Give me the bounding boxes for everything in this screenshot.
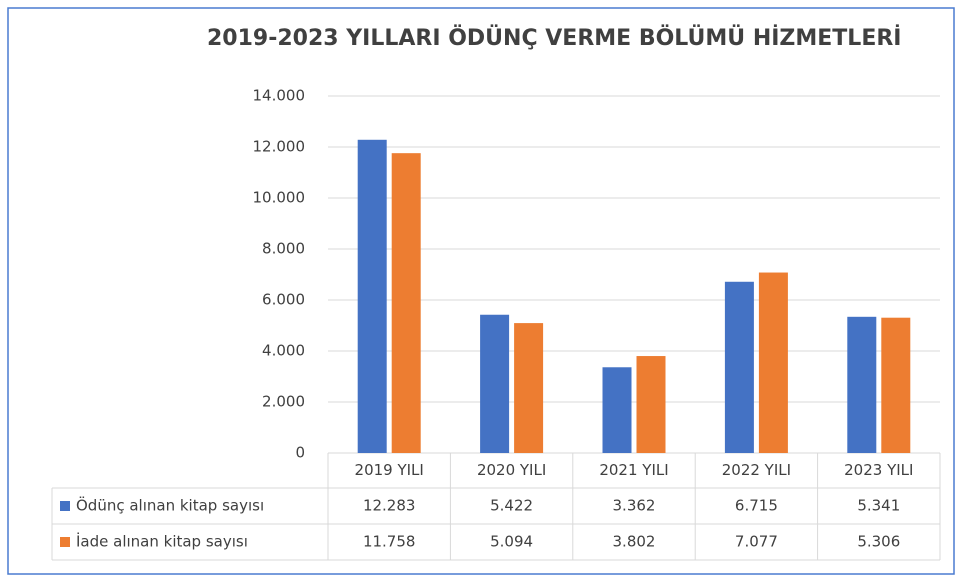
y-tick-label: 12.000 xyxy=(253,138,306,156)
x-tick-label: 2023 YILI xyxy=(844,461,913,479)
bar xyxy=(847,316,877,453)
x-tick-label: 2021 YILI xyxy=(599,461,668,479)
y-tick-label: 0 xyxy=(295,444,305,462)
y-tick-label: 8.000 xyxy=(262,240,305,258)
table-value: 5.306 xyxy=(857,533,900,551)
legend-label: Ödünç alınan kitap sayısı xyxy=(76,496,264,515)
table-value: 12.283 xyxy=(363,497,416,515)
chart-title: 2019-2023 YILLARI ÖDÜNÇ VERME BÖLÜMÜ HİZ… xyxy=(207,25,901,51)
table-value: 3.362 xyxy=(613,497,656,515)
chart-border xyxy=(7,7,955,575)
x-tick-label: 2019 YILI xyxy=(355,461,424,479)
bar xyxy=(758,272,788,453)
x-tick-label: 2020 YILI xyxy=(477,461,546,479)
bar xyxy=(514,323,544,453)
y-tick-label: 10.000 xyxy=(253,189,306,207)
table-value: 11.758 xyxy=(363,533,416,551)
bar xyxy=(391,153,421,453)
table-value: 5.094 xyxy=(490,533,533,551)
y-tick-label: 4.000 xyxy=(262,342,305,360)
bar xyxy=(357,139,387,453)
legend-key xyxy=(60,501,70,511)
table-value: 7.077 xyxy=(735,533,778,551)
table-value: 5.341 xyxy=(857,497,900,515)
y-tick-label: 14.000 xyxy=(253,87,306,105)
y-tick-label: 2.000 xyxy=(262,393,305,411)
bar xyxy=(724,281,754,453)
bar xyxy=(480,314,510,453)
bar xyxy=(881,317,911,453)
table-value: 6.715 xyxy=(735,497,778,515)
y-tick-label: 6.000 xyxy=(262,291,305,309)
bar xyxy=(602,367,632,453)
legend-key xyxy=(60,537,70,547)
bar xyxy=(636,356,666,453)
table-value: 5.422 xyxy=(490,497,533,515)
table-value: 3.802 xyxy=(613,533,656,551)
x-tick-label: 2022 YILI xyxy=(722,461,791,479)
legend-label: İade alınan kitap sayısı xyxy=(76,532,248,551)
